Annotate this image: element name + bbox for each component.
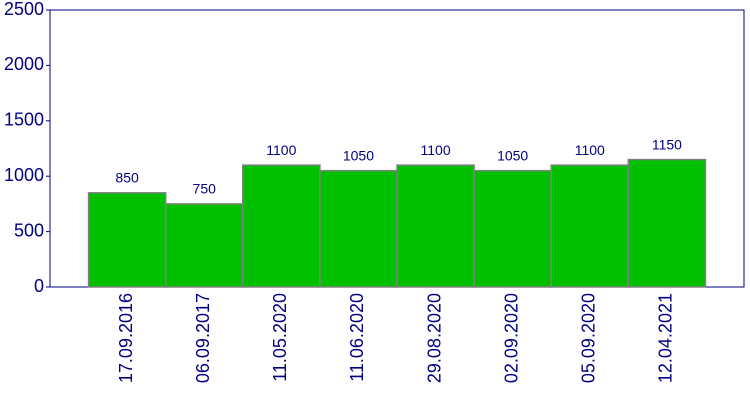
value-label: 1100 (266, 142, 296, 158)
value-label: 850 (115, 170, 139, 186)
value-label: 1100 (421, 142, 451, 158)
y-tick-label: 500 (14, 220, 44, 240)
x-tick-label: 11.06.2020 (347, 293, 367, 382)
value-label: 1100 (575, 142, 605, 158)
x-tick-label: 02.09.2020 (501, 293, 521, 383)
value-label: 1050 (343, 147, 374, 163)
bar (164, 203, 244, 288)
bar (473, 169, 552, 288)
bar (319, 169, 398, 288)
y-tick-label: 1500 (4, 110, 44, 130)
bar (242, 164, 321, 288)
x-tick-label: 11.05.2020 (270, 293, 290, 382)
x-tick-label: 06.09.2017 (193, 293, 213, 383)
bar (627, 158, 707, 288)
bar (550, 164, 630, 288)
x-tick-label: 05.09.2020 (579, 293, 599, 383)
value-label: 1050 (497, 147, 528, 163)
value-label: 750 (193, 181, 217, 197)
x-tick-label: 12.04.2021 (656, 293, 676, 383)
y-tick-label: 0 (34, 276, 44, 296)
x-tick-label: 17.09.2016 (116, 293, 136, 383)
value-label: 1150 (652, 136, 682, 152)
bar (396, 164, 475, 288)
x-tick-label: 29.08.2020 (424, 293, 444, 383)
y-tick-label: 2500 (4, 0, 44, 19)
y-tick-label: 2000 (4, 54, 44, 74)
y-tick-label: 1000 (4, 165, 44, 185)
bar (87, 192, 167, 288)
